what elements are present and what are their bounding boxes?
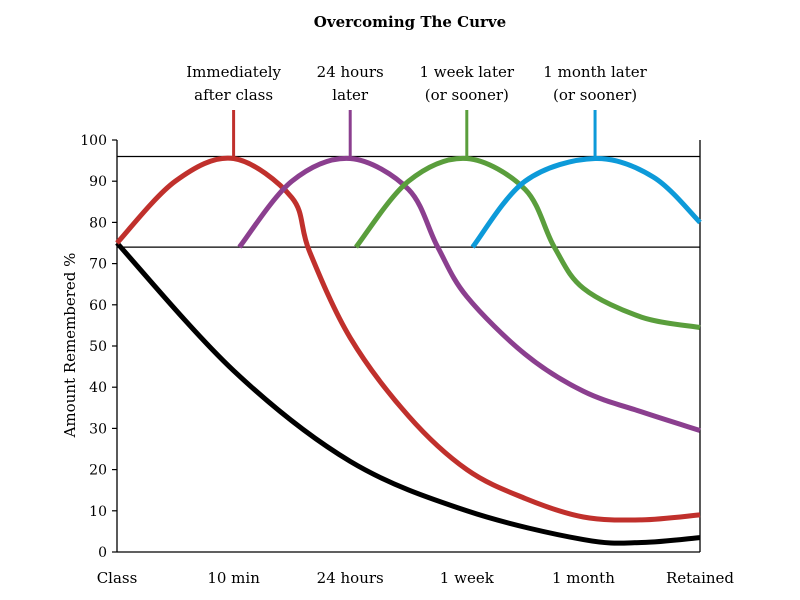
annotation-label-3: (or sooner) <box>553 86 637 104</box>
annotation-label-2: (or sooner) <box>425 86 509 104</box>
x-tick-label: 24 hours <box>317 569 384 587</box>
y-tick-label: 70 <box>89 257 107 273</box>
chart-title: Overcoming The Curve <box>314 13 506 31</box>
annotation-label-2: 1 week later <box>420 63 515 81</box>
series-line-2 <box>237 155 701 433</box>
y-tick-label: 100 <box>80 133 107 149</box>
annotation-label-3: 1 month later <box>543 63 647 81</box>
x-tick-label: 1 month <box>552 569 615 587</box>
series-group <box>115 155 702 546</box>
y-tick-label: 40 <box>89 380 107 396</box>
series-line-4 <box>470 155 702 249</box>
y-tick-label: 80 <box>89 215 107 231</box>
reference-lines <box>117 155 700 248</box>
annotations: Immediately after class 24 hours later 1 wee… <box>186 63 648 157</box>
y-tick-label: 0 <box>98 545 107 561</box>
annotation-label-0: Immediately <box>186 63 281 81</box>
y-tick-label: 50 <box>89 339 107 355</box>
x-tick-label: 1 week <box>440 569 495 587</box>
y-tick-label: 60 <box>89 298 107 314</box>
annotation-label-1: later <box>332 86 369 104</box>
series-line-0 <box>115 241 701 546</box>
annotation-label-1: 24 hours <box>317 63 384 81</box>
y-tick-label: 90 <box>89 174 107 190</box>
y-tick-label: 30 <box>89 421 107 437</box>
y-tick-label: 20 <box>89 463 107 479</box>
y-axis-label: Amount Remembered % <box>61 253 79 439</box>
y-tick-label: 10 <box>89 504 107 520</box>
series-line-1 <box>115 155 701 523</box>
x-tick-label: 10 min <box>207 569 260 587</box>
x-tick-label: Retained <box>666 569 734 587</box>
x-axis-ticks: Class 10 min 24 hours 1 week 1 month Retained <box>97 569 735 587</box>
x-tick-label: Class <box>97 569 138 587</box>
annotation-label-0: after class <box>194 86 273 104</box>
y-axis-ticks: 0 10 20 30 40 50 60 70 80 90 100 <box>80 133 117 561</box>
series-line-3 <box>354 155 701 330</box>
